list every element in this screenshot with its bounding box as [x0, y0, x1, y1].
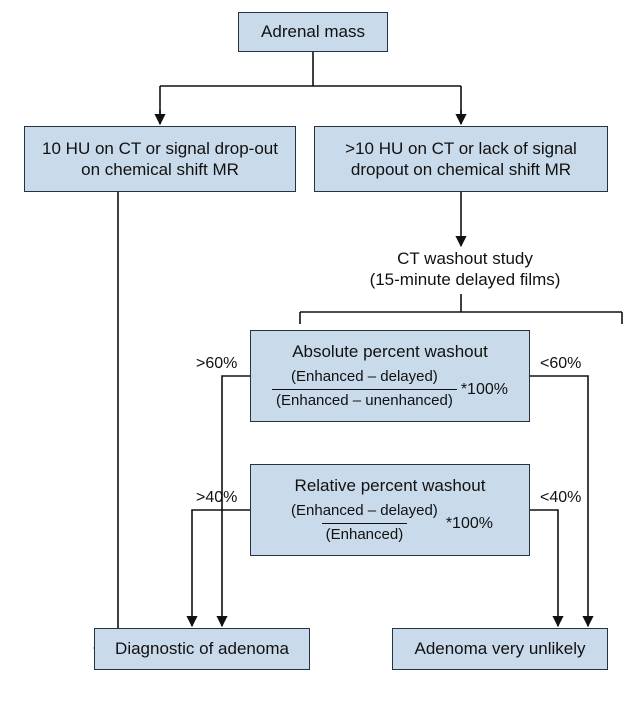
washout-line2: (15-minute delayed films): [350, 269, 580, 290]
rel-fraction: (Enhanced – delayed) (Enhanced): [287, 502, 442, 545]
node-start: Adrenal mass: [238, 12, 388, 52]
abs-title: Absolute percent washout: [292, 341, 488, 362]
unlikely-label: Adenoma very unlikely: [414, 638, 585, 659]
node-absolute-washout: Absolute percent washout (Enhanced – del…: [250, 330, 530, 422]
rel-suffix: *100%: [446, 514, 493, 534]
node-left-criteria: 10 HU on CT or signal drop-out on chemic…: [24, 126, 296, 192]
washout-study-text: CT washout study (15-minute delayed film…: [350, 248, 580, 291]
node-right-criteria: >10 HU on CT or lack of signal dropout o…: [314, 126, 608, 192]
abs-numerator: (Enhanced – delayed): [287, 368, 442, 389]
abs-suffix: *100%: [461, 380, 508, 400]
right-criteria-label: >10 HU on CT or lack of signal dropout o…: [325, 138, 597, 181]
abs-fraction: (Enhanced – delayed) (Enhanced – unenhan…: [272, 368, 457, 411]
node-adenoma-unlikely: Adenoma very unlikely: [392, 628, 608, 670]
washout-line1: CT washout study: [350, 248, 580, 269]
rel-title: Relative percent washout: [295, 475, 486, 496]
node-relative-washout: Relative percent washout (Enhanced – del…: [250, 464, 530, 556]
rel-numerator: (Enhanced – delayed): [287, 502, 442, 523]
abs-denominator: (Enhanced – unenhanced): [272, 389, 457, 411]
rel-denominator: (Enhanced): [322, 523, 408, 545]
label-rel-right: <40%: [540, 489, 581, 507]
start-label: Adrenal mass: [261, 21, 365, 42]
label-abs-right: <60%: [540, 355, 581, 373]
node-diagnostic-adenoma: Diagnostic of adenoma: [94, 628, 310, 670]
label-rel-left: >40%: [196, 489, 237, 507]
left-criteria-label: 10 HU on CT or signal drop-out on chemic…: [35, 138, 285, 181]
diag-label: Diagnostic of adenoma: [115, 638, 289, 659]
label-abs-left: >60%: [196, 355, 237, 373]
